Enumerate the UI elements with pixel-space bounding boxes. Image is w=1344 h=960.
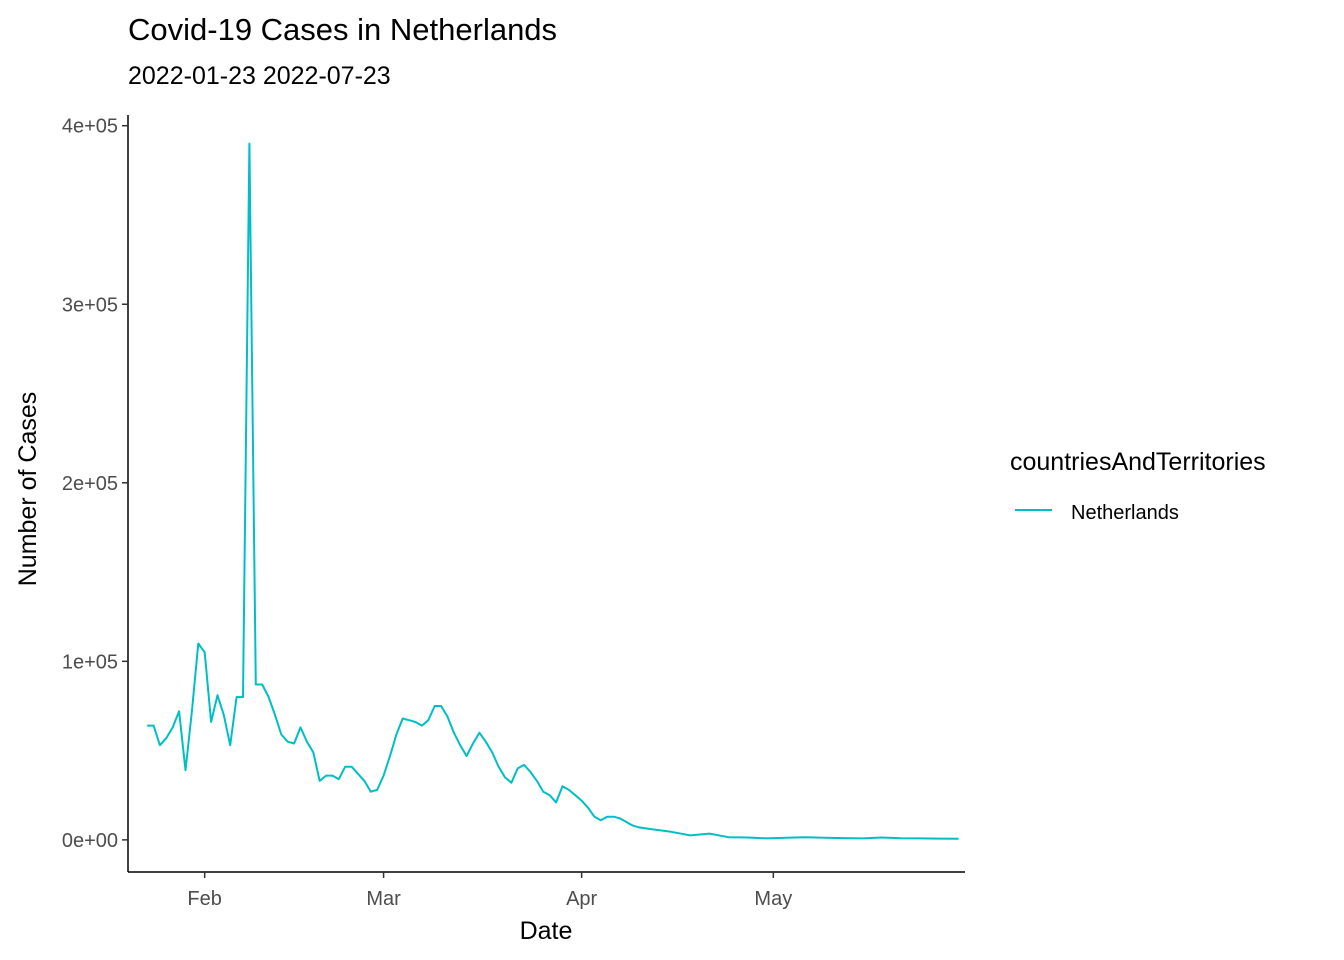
y-tick-label: 2e+05 bbox=[62, 473, 118, 495]
x-axis-ticks: Feb Mar Apr May bbox=[187, 872, 792, 910]
chart-title: Covid-19 Cases in Netherlands bbox=[128, 12, 557, 47]
x-axis-title: Date bbox=[520, 917, 573, 945]
series-group bbox=[147, 142, 959, 840]
y-axis-ticks: 0e+00 1e+05 2e+05 3e+05 4e+05 bbox=[62, 116, 128, 852]
plot-panel: 0e+00 1e+05 2e+05 3e+05 4e+05 Feb Mar Apr May bbox=[62, 115, 965, 910]
series-line-netherlands bbox=[147, 142, 959, 840]
legend-label-netherlands: Netherlands bbox=[1071, 502, 1179, 524]
chart-subtitle: 2022-01-23 2022-07-23 bbox=[128, 62, 391, 90]
x-tick-label: Mar bbox=[366, 888, 401, 910]
y-tick-label: 4e+05 bbox=[62, 116, 118, 138]
legend-title: countriesAndTerritories bbox=[1010, 448, 1266, 476]
legend: countriesAndTerritories Netherlands bbox=[1010, 448, 1266, 524]
y-tick-label: 3e+05 bbox=[62, 294, 118, 316]
x-tick-label: Apr bbox=[566, 888, 597, 910]
y-tick-label: 1e+05 bbox=[62, 651, 118, 673]
y-axis-title: Number of Cases bbox=[14, 392, 42, 587]
x-tick-label: Feb bbox=[187, 888, 221, 910]
y-tick-label: 0e+00 bbox=[62, 830, 118, 852]
x-tick-label: May bbox=[754, 888, 792, 910]
